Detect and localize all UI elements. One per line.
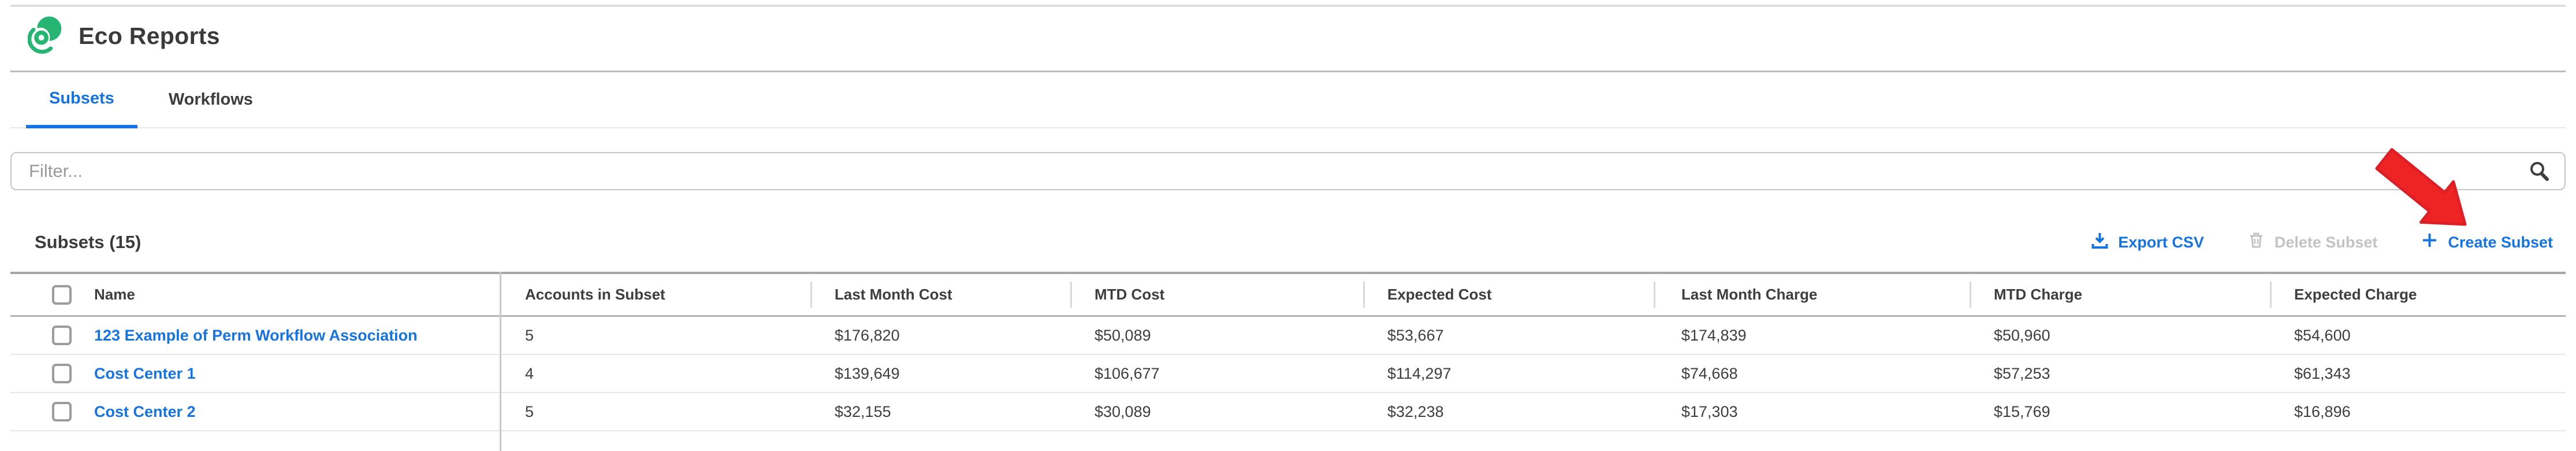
subset-name-link[interactable]: Cost Center 2: [94, 402, 196, 420]
cell-name: Cost Center 1: [87, 355, 501, 392]
cell-mtd-charge: $50,960: [1994, 326, 2050, 344]
trash-icon: [2247, 231, 2266, 254]
delete-subset-button[interactable]: Delete Subset: [2247, 231, 2378, 254]
header-checkbox-cell: [10, 274, 87, 315]
row-checkbox[interactable]: [52, 326, 72, 345]
row-checkbox[interactable]: [52, 364, 72, 383]
name-column-divider: [500, 272, 501, 451]
search-icon: [2527, 160, 2551, 183]
subsets-table: Name Accounts in Subset Last Month Cost …: [10, 272, 2566, 451]
tab-subsets[interactable]: Subsets: [26, 72, 137, 128]
cell-expected-charge: $54,600: [2294, 326, 2351, 344]
header-divider: [10, 71, 2566, 72]
cell-mtd-cost: $30,089: [1095, 402, 1151, 420]
cell-last-month-charge: $17,303: [1681, 402, 1738, 420]
cell-last-month-charge: $74,668: [1681, 364, 1738, 382]
column-header-last-month-charge[interactable]: Last Month Charge: [1654, 274, 1970, 315]
row-checkbox-cell: [10, 317, 87, 354]
column-header-expected-cost[interactable]: Expected Cost: [1363, 274, 1654, 315]
cell-last-month-cost: $176,820: [835, 326, 900, 344]
column-header-accounts-in-subset[interactable]: Accounts in Subset: [525, 286, 665, 303]
export-csv-label: Export CSV: [2118, 233, 2204, 251]
download-icon: [2090, 231, 2109, 254]
eco-logo-icon: [27, 14, 64, 57]
select-all-checkbox[interactable]: [52, 284, 72, 305]
app-header: Eco Reports: [27, 13, 220, 59]
tab-workflows[interactable]: Workflows: [168, 90, 253, 109]
table-row: 123 Example of Perm Workflow Association…: [10, 317, 2566, 355]
cell-expected-charge: $16,896: [2294, 402, 2351, 420]
filter-container: [10, 152, 2566, 190]
row-checkbox[interactable]: [52, 402, 72, 422]
export-csv-button[interactable]: Export CSV: [2090, 231, 2204, 254]
column-header-mtd-charge[interactable]: MTD Charge: [1970, 274, 2270, 315]
cell-last-month-cost: $139,649: [835, 364, 900, 382]
row-checkbox-cell: [10, 393, 87, 430]
cell-expected-charge: $61,343: [2294, 364, 2351, 382]
row-checkbox-cell: [10, 355, 87, 392]
table-row: Cost Center 1 4 $139,649 $106,677 $114,2…: [10, 355, 2566, 393]
cell-mtd-cost: $106,677: [1095, 364, 1160, 382]
cell-mtd-charge: $15,769: [1994, 402, 2050, 420]
cell-name: 123 Example of Perm Workflow Association: [87, 317, 501, 354]
plus-icon: [2420, 231, 2439, 254]
cell-expected-cost: $32,238: [1387, 402, 1444, 420]
column-header-name[interactable]: Name: [94, 286, 135, 303]
cell-mtd-charge: $57,253: [1994, 364, 2050, 382]
cell-name: Cost Center 2: [87, 393, 501, 430]
subset-name-link[interactable]: 123 Example of Perm Workflow Association: [94, 326, 418, 344]
page-title: Eco Reports: [79, 22, 220, 49]
cell-expected-cost: $53,667: [1387, 326, 1444, 344]
filter-input[interactable]: [10, 152, 2566, 190]
table-row: Cost Center 2 5 $32,155 $30,089 $32,238 …: [10, 393, 2566, 431]
create-subset-label: Create Subset: [2448, 233, 2553, 251]
cell-accounts-in-subset: 5: [525, 402, 534, 420]
cell-last-month-charge: $174,839: [1681, 326, 1747, 344]
cell-accounts-in-subset: 5: [525, 326, 534, 344]
tab-bar: Subsets Workflows: [10, 72, 2566, 128]
section-title: Subsets (15): [35, 232, 142, 252]
cell-expected-cost: $114,297: [1387, 364, 1451, 382]
delete-subset-label: Delete Subset: [2274, 233, 2378, 251]
section-header: Subsets (15) Export CSV Delet: [10, 226, 2566, 259]
cell-last-month-cost: $32,155: [835, 402, 891, 420]
create-subset-button[interactable]: Create Subset: [2420, 231, 2553, 254]
column-header-last-month-cost[interactable]: Last Month Cost: [810, 274, 1070, 315]
column-header-mtd-cost[interactable]: MTD Cost: [1070, 274, 1363, 315]
table-body: 123 Example of Perm Workflow Association…: [10, 317, 2566, 431]
table-actions: Export CSV Delete Subset Create Subset: [2090, 231, 2566, 254]
page-top-divider: [10, 5, 2566, 7]
cell-mtd-cost: $50,089: [1095, 326, 1151, 344]
table-header-row: Name Accounts in Subset Last Month Cost …: [10, 274, 2566, 317]
subset-name-link[interactable]: Cost Center 1: [94, 364, 196, 382]
cell-accounts-in-subset: 4: [525, 364, 534, 382]
column-header-expected-charge[interactable]: Expected Charge: [2270, 274, 2566, 315]
